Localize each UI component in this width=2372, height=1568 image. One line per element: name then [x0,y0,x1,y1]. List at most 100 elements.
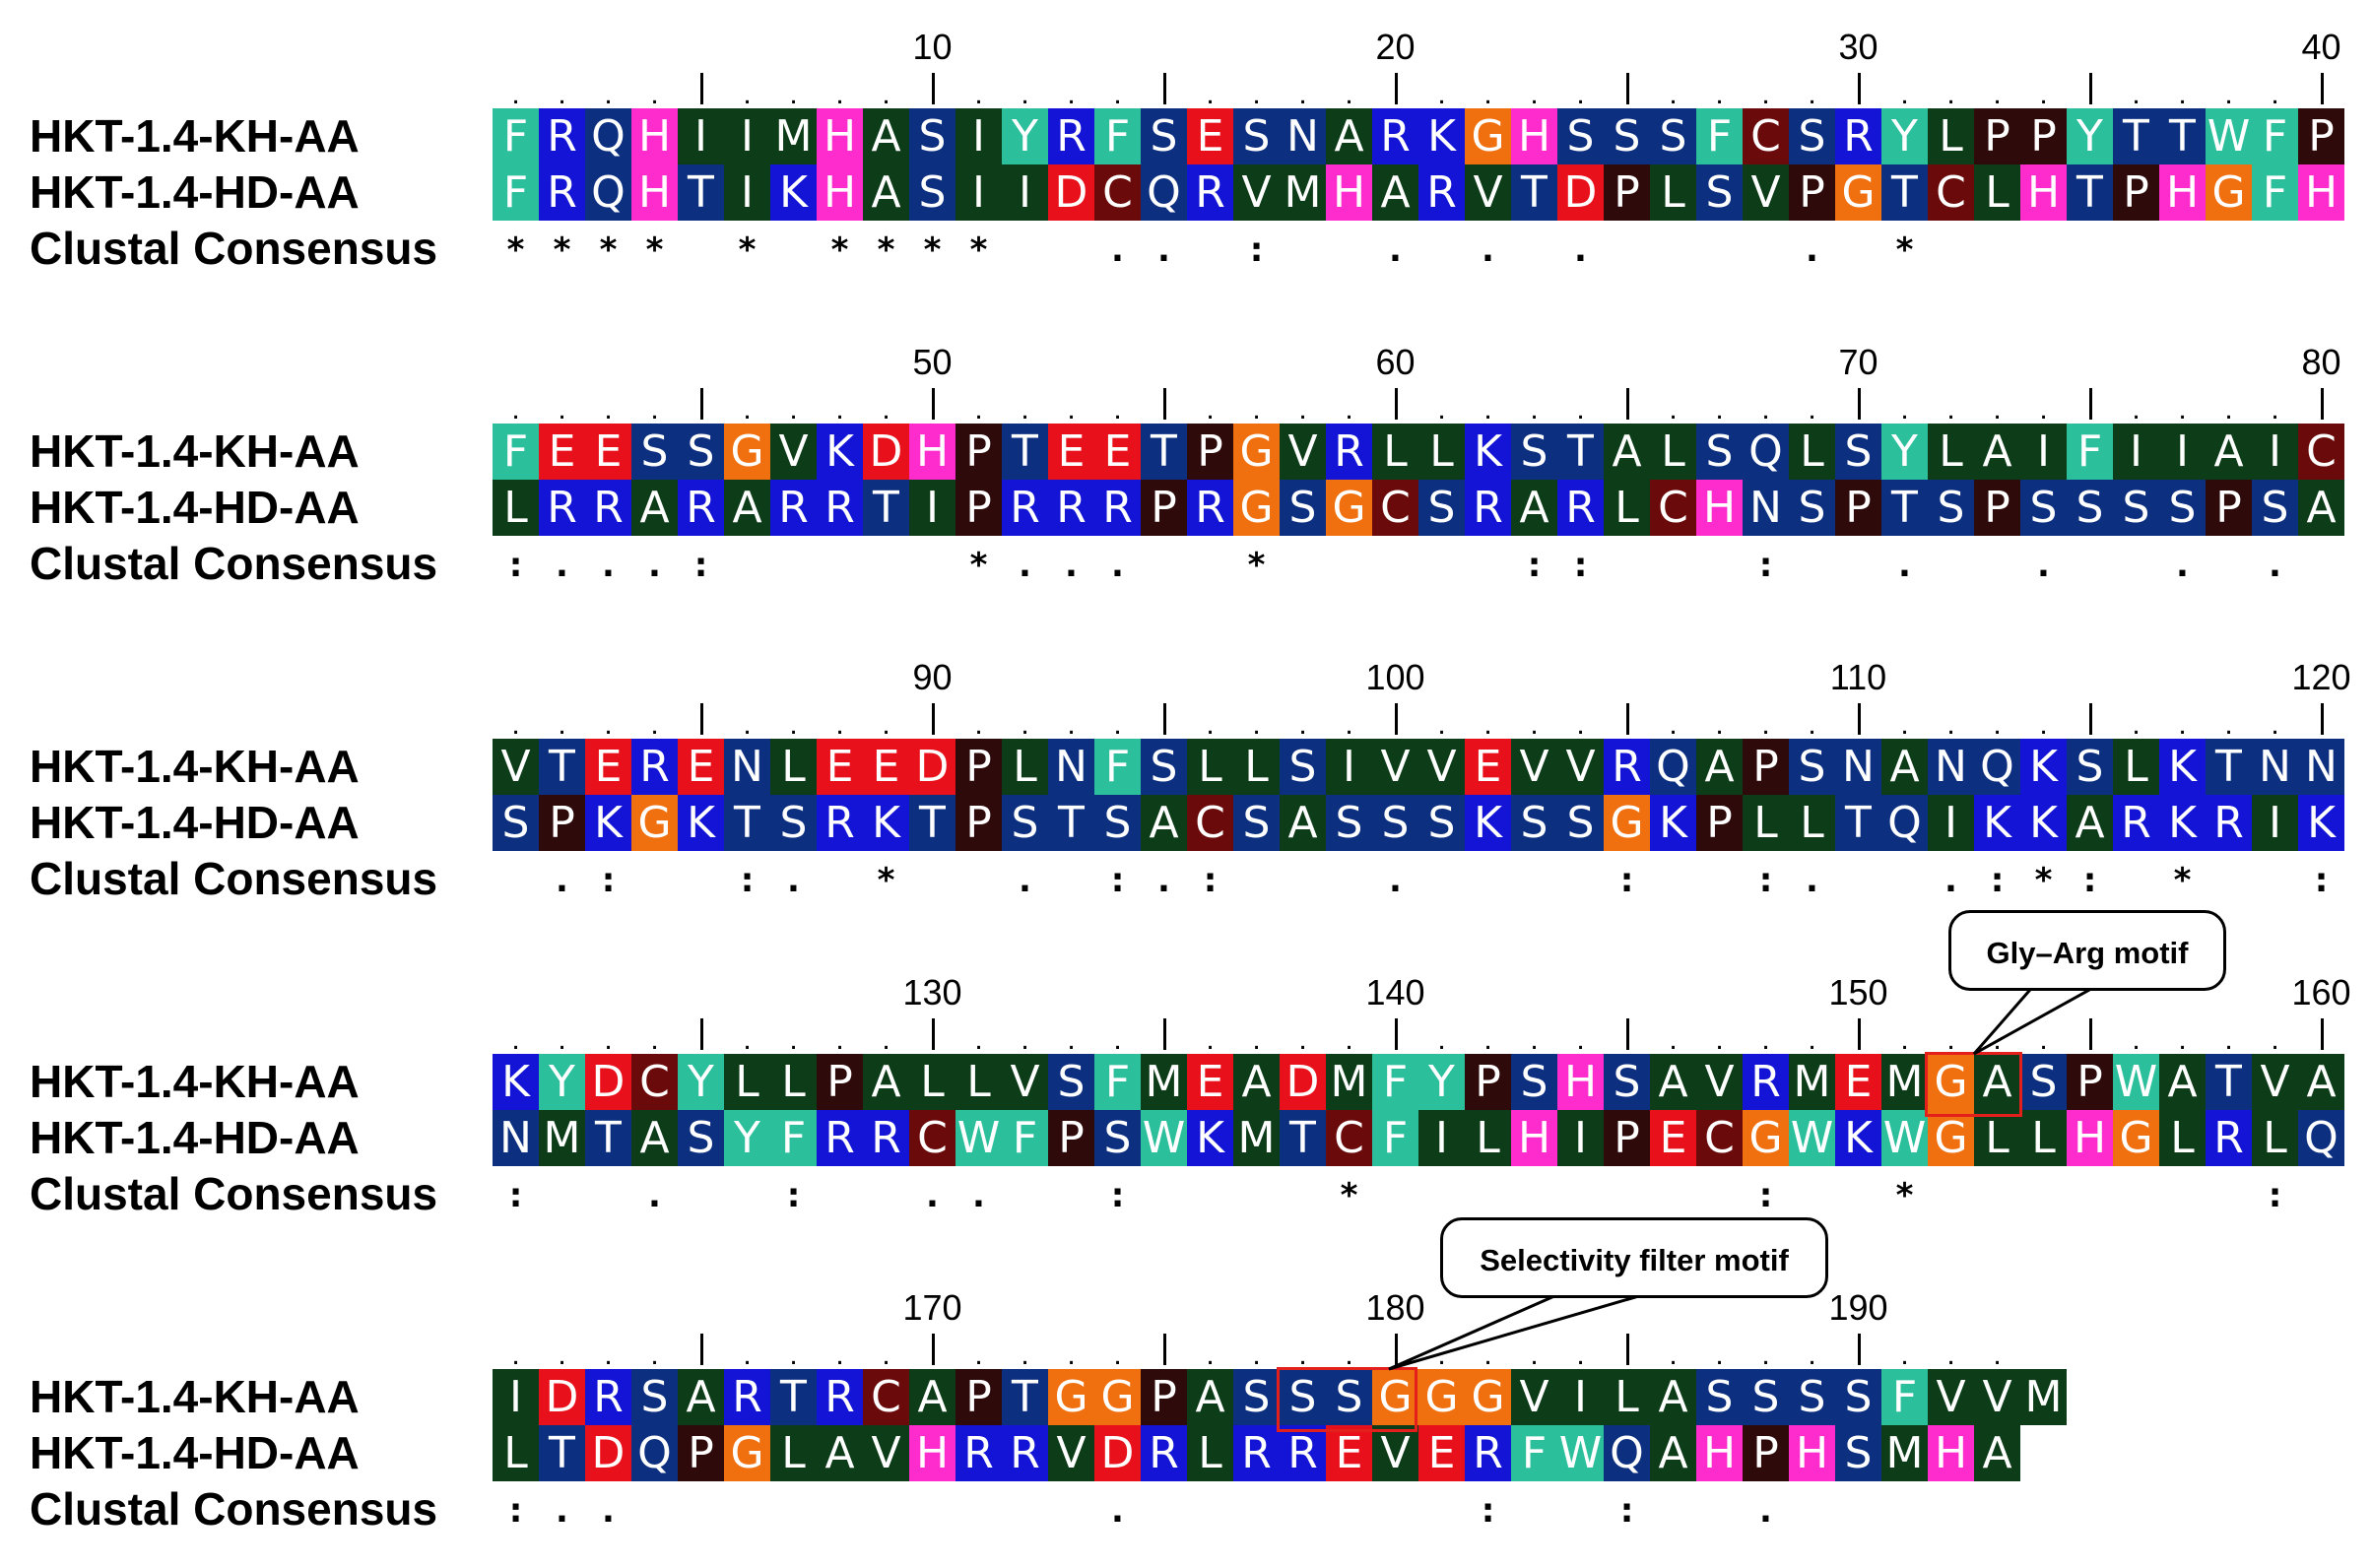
ruler-dot: . [511,78,520,110]
residue: S [770,795,817,851]
residue: E [539,424,585,480]
ruler-dot: . [882,1339,890,1371]
ruler-dot: . [882,393,890,425]
residue: R [1326,424,1372,480]
residue: D [539,1369,585,1425]
consensus-symbol: . [1898,546,1911,585]
residue: K [2159,795,2206,851]
residue: G [1048,1369,1094,1425]
consensus-symbol: : [1758,546,1773,585]
ruler-dot: . [2271,78,2279,110]
residue: A [2067,795,2113,851]
ruler-dot: . [2271,393,2279,425]
consensus-symbol: : [1758,861,1773,900]
residue: S [2252,480,2298,536]
residue: G [1928,1054,1974,1110]
ruler-dot: . [1252,393,1261,425]
ruler-dot: . [1946,78,1955,110]
residue: P [1187,424,1233,480]
residue: F [493,424,539,480]
ruler-dot: . [1113,78,1122,110]
residue: I [2113,424,2159,480]
ruler-dot: . [604,78,613,110]
residue: S [1650,108,1696,164]
residue: H [2020,164,2067,221]
residue: A [1696,739,1743,795]
ruler-dot: . [1715,1023,1724,1056]
residue: V [1372,739,1418,795]
ruler-dot: . [743,78,752,110]
residue: E [817,739,863,795]
residue: A [2159,1054,2206,1110]
ruler-dot: . [974,78,983,110]
position-number: 160 [2291,972,2351,1013]
residue: S [1094,1110,1141,1166]
ruler-dot: . [2178,708,2187,741]
residue: T [1511,164,1557,221]
residue: S [1418,480,1465,536]
residue: Q [585,164,631,221]
residue: Q [585,108,631,164]
residue: R [1465,480,1511,536]
residue: P [1604,164,1650,221]
residue: G [1233,480,1280,536]
residue: H [2067,1110,2113,1166]
ruler-tick [1625,1334,1629,1365]
ruler-tick [1394,73,1398,104]
ruler-dot: . [2132,1023,2141,1056]
residue: A [863,164,909,221]
residue: T [1280,1110,1326,1166]
residue: P [678,1425,724,1481]
residue: E [1187,108,1233,164]
ruler-dot: . [1946,393,1955,425]
residue: I [493,1369,539,1425]
consensus-label: Clustal Consensus [30,1483,438,1535]
ruler-dot: . [1206,1339,1215,1371]
residue: D [863,424,909,480]
consensus-symbol: : [1203,861,1218,900]
residue: A [1280,795,1326,851]
ruler-dot: . [789,78,798,110]
position-number: 180 [1365,1287,1425,1328]
residue: R [1048,480,1094,536]
consensus-symbol: . [787,861,800,900]
residue: S [1696,1369,1743,1425]
consensus-symbol: . [648,546,661,585]
ruler-dot: . [650,1339,659,1371]
ruler-dot: . [1808,1023,1816,1056]
residue: G [1743,1110,1789,1166]
residue: F [770,1110,817,1166]
ruler-tick [1162,1334,1166,1365]
residue: P [2206,480,2252,536]
consensus-label: Clustal Consensus [30,223,438,274]
ruler-dot: . [1437,708,1446,741]
ruler-dot: . [1206,393,1215,425]
residue: A [863,108,909,164]
residue: A [863,1054,909,1110]
residue: Q [1650,739,1696,795]
ruler-dot: . [1669,393,1678,425]
residue: M [1789,1054,1835,1110]
residue: F [1094,739,1141,795]
ruler-tick [2320,73,2324,104]
residue: R [817,795,863,851]
residue: K [2020,795,2067,851]
position-number: 30 [1838,27,1878,67]
residue: K [678,795,724,851]
residue: R [1141,1425,1187,1481]
residue: W [1557,1425,1604,1481]
residue: S [631,424,678,480]
residue: L [1418,424,1465,480]
callout-label: Selectivity filter motif [1440,1217,1828,1298]
residue: D [585,1425,631,1481]
ruler-dot: . [558,1023,566,1056]
consensus-symbol: : [2314,861,2329,900]
ruler-dot: . [1715,78,1724,110]
residue: N [724,739,770,795]
position-number: 110 [1829,657,1887,697]
residue: T [1881,480,1928,536]
ruler-tick [1162,1018,1166,1050]
ruler-dot: . [1067,708,1076,741]
residue: Q [631,1425,678,1481]
residue: L [1604,480,1650,536]
